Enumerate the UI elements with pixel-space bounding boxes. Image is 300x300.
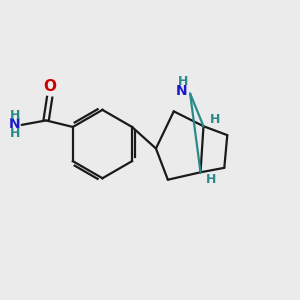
Text: H: H — [210, 113, 220, 126]
Text: H: H — [10, 109, 20, 122]
Text: O: O — [43, 79, 56, 94]
Text: H: H — [206, 173, 216, 186]
Text: N: N — [176, 84, 188, 98]
Text: N: N — [9, 117, 20, 131]
Text: H: H — [10, 127, 20, 140]
Text: H: H — [178, 74, 188, 88]
